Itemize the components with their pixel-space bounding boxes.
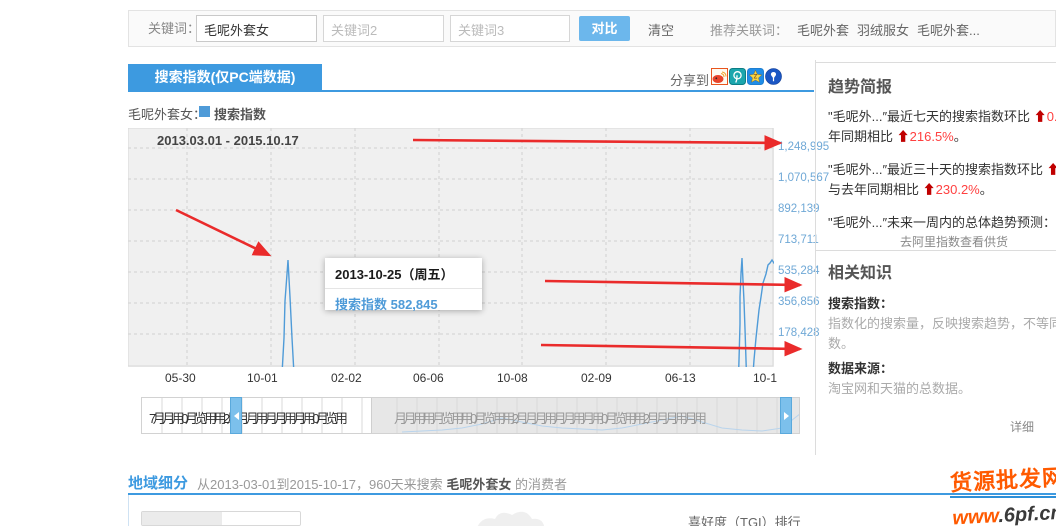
svg-text:Z: Z <box>754 74 758 80</box>
svg-text:www.6pf.cn: www.6pf.cn <box>952 502 1056 526</box>
svg-text:货源批发网: 货源批发网 <box>950 465 1056 496</box>
